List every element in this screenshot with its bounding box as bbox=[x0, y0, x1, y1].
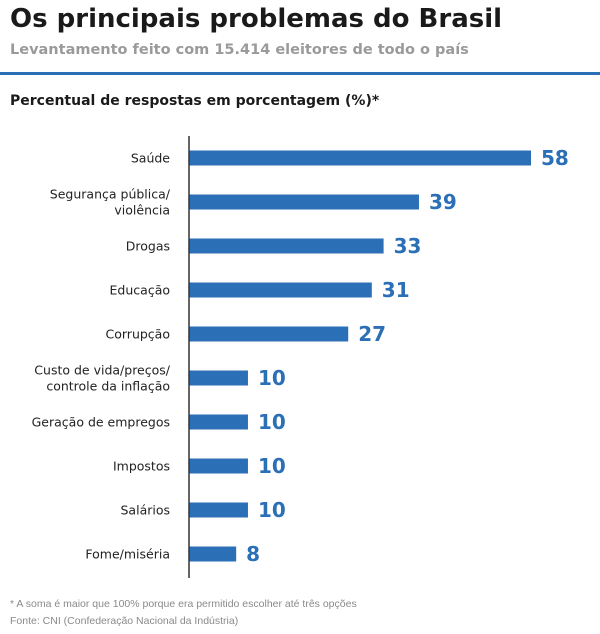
chart-title: Os principais problemas do Brasil bbox=[10, 4, 503, 34]
header-divider bbox=[0, 72, 600, 75]
bar bbox=[189, 546, 237, 562]
bar bbox=[189, 194, 419, 210]
category-label: controle da inflação bbox=[46, 379, 170, 394]
value-label: 10 bbox=[258, 498, 286, 522]
chart-subtitle: Levantamento feito com 15.414 eleitores … bbox=[10, 42, 469, 58]
category-label: Segurança pública/ bbox=[50, 187, 171, 202]
category-label: Geração de empregos bbox=[32, 415, 170, 430]
value-label: 39 bbox=[429, 190, 457, 214]
category-label: violência bbox=[114, 203, 170, 218]
bar bbox=[189, 414, 248, 430]
bar bbox=[189, 326, 349, 342]
bar bbox=[189, 458, 248, 474]
value-label: 10 bbox=[258, 366, 286, 390]
bar bbox=[189, 150, 531, 166]
value-label: 10 bbox=[258, 410, 286, 434]
category-label: Drogas bbox=[126, 239, 170, 254]
value-label: 58 bbox=[541, 146, 569, 170]
category-label: Custo de vida/preços/ bbox=[34, 363, 170, 378]
chart-footnote: * A soma é maior que 100% porque era per… bbox=[10, 598, 357, 610]
category-label: Fome/miséria bbox=[85, 547, 170, 562]
chart-measure-label: Percentual de respostas em porcentagem (… bbox=[10, 93, 380, 109]
category-label: Impostos bbox=[113, 459, 170, 474]
bars-layer: 58 Saúde 39 Segurança pública/violência 33 Dr… bbox=[32, 146, 569, 566]
category-label: Corrupção bbox=[106, 327, 170, 342]
category-label: Educação bbox=[110, 283, 170, 298]
value-label: 10 bbox=[258, 454, 286, 478]
bar bbox=[189, 370, 248, 386]
bar bbox=[189, 502, 248, 518]
value-label: 31 bbox=[382, 278, 410, 302]
category-label: Salários bbox=[121, 503, 171, 518]
value-label: 8 bbox=[246, 542, 260, 566]
value-label: 33 bbox=[394, 234, 422, 258]
bar bbox=[189, 238, 384, 254]
value-label: 27 bbox=[358, 322, 386, 346]
chart-source: Fonte: CNI (Confederação Nacional da Ind… bbox=[10, 615, 239, 627]
bar bbox=[189, 282, 372, 298]
category-label: Saúde bbox=[131, 151, 170, 166]
